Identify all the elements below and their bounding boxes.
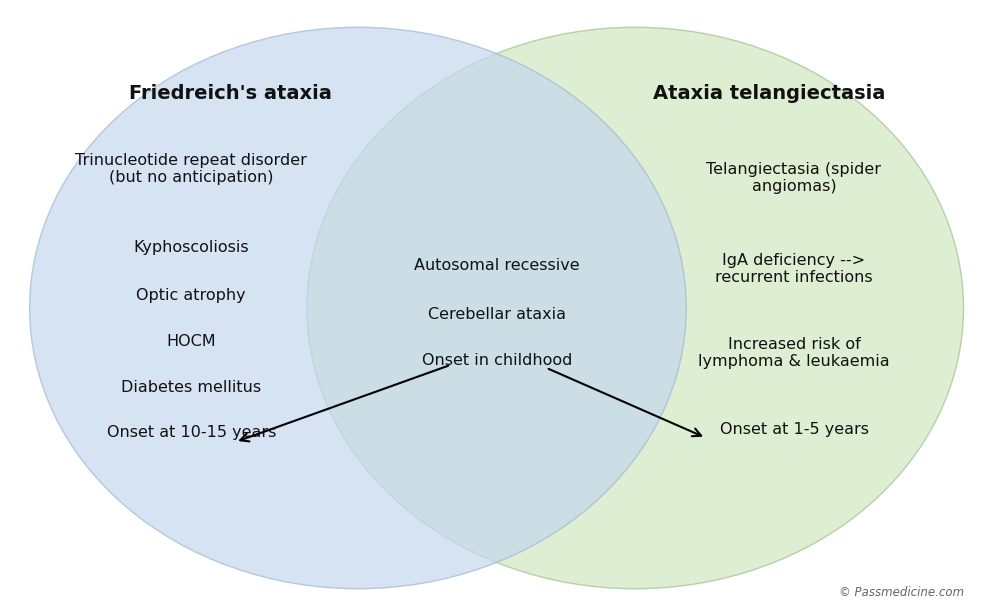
Text: HOCM: HOCM	[166, 334, 216, 349]
Text: IgA deficiency -->
recurrent infections: IgA deficiency --> recurrent infections	[715, 253, 873, 285]
Ellipse shape	[30, 27, 686, 589]
Text: Diabetes mellitus: Diabetes mellitus	[121, 380, 261, 395]
Text: Kyphoscoliosis: Kyphoscoliosis	[133, 240, 249, 255]
Text: Onset at 1-5 years: Onset at 1-5 years	[720, 423, 868, 437]
Text: Telangiectasia (spider
angiomas): Telangiectasia (spider angiomas)	[706, 162, 882, 195]
Text: Ataxia telangiectasia: Ataxia telangiectasia	[653, 84, 886, 103]
Text: Friedreich's ataxia: Friedreich's ataxia	[129, 84, 332, 103]
Text: Trinucleotide repeat disorder
(but no anticipation): Trinucleotide repeat disorder (but no an…	[75, 153, 307, 185]
Text: Onset in childhood: Onset in childhood	[422, 353, 572, 368]
Text: © Passmedicine.com: © Passmedicine.com	[839, 586, 965, 599]
Text: Increased risk of
lymphoma & leukaemia: Increased risk of lymphoma & leukaemia	[698, 337, 890, 370]
Text: Autosomal recessive: Autosomal recessive	[414, 258, 580, 274]
Text: Cerebellar ataxia: Cerebellar ataxia	[428, 307, 566, 322]
Text: Optic atrophy: Optic atrophy	[136, 288, 246, 304]
Text: Onset at 10-15 years: Onset at 10-15 years	[107, 426, 276, 440]
Ellipse shape	[307, 27, 964, 589]
